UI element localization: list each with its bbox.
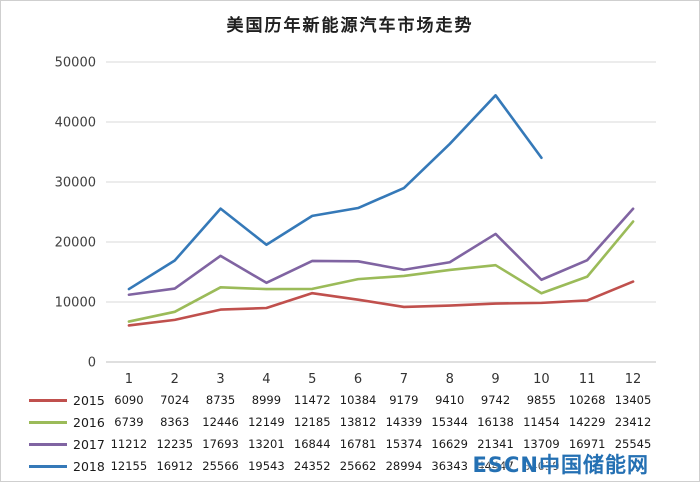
table-value-cell: 17693	[202, 437, 239, 451]
x-axis-label: 12	[624, 371, 642, 387]
table-value-cell: 15374	[385, 437, 423, 451]
table-value-cell: 10384	[339, 393, 377, 407]
table-row-2017: 2017 11212 12235 17693 13201 16844 16781 15374 1…	[1, 433, 699, 455]
legend-cell-2016: 2016	[1, 415, 106, 430]
table-value-cell: 6739	[114, 415, 144, 429]
legend-cell-2017: 2017	[1, 437, 106, 452]
table-row-2016: 2016 6739 8363 12446 12149 12185 13812 14339 153…	[1, 411, 699, 433]
table-value-cell: 11212	[110, 437, 148, 451]
table-value-cell: 12446	[202, 415, 239, 429]
table-value-cell: 9179	[389, 393, 419, 407]
table-value-cell: 16781	[339, 437, 377, 451]
table-value-cell: 12149	[248, 415, 285, 429]
x-axis-label: 5	[308, 371, 317, 387]
legend-line-swatch	[29, 420, 67, 424]
x-axis-label: 1	[124, 371, 134, 387]
table-value-cell: 8735	[205, 393, 236, 407]
table-value-cell: 16971	[568, 437, 606, 451]
x-axis-label: 3	[216, 371, 225, 387]
table-value-cell: 14229	[568, 415, 606, 429]
series-year-label: 2018	[73, 458, 105, 474]
table-value-cell: 12155	[110, 459, 148, 473]
table-value-cell: 13709	[523, 437, 560, 451]
data-table: 1 2 3 4 5 6 7 8 9 10 11 12 2015 6090 7024 8735 8999 11472…	[1, 369, 699, 477]
table-value-cell: 13405	[614, 393, 652, 407]
series-line-2017	[127, 207, 635, 297]
series-line-2016	[127, 220, 635, 323]
series-year-label: 2015	[73, 392, 105, 408]
series-line-2015	[127, 280, 635, 327]
table-value-cell: 19543	[248, 459, 285, 473]
legend-line-swatch	[29, 464, 67, 468]
table-value-cell: 14339	[385, 415, 423, 429]
table-value-cell: 6090	[114, 393, 144, 407]
y-axis-label: 10000	[55, 296, 96, 311]
table-value-cell: 8999	[251, 393, 282, 407]
table-value-cell: 36343	[431, 459, 468, 473]
x-axis-label: 2	[170, 371, 179, 387]
x-axis-label: 4	[262, 371, 271, 387]
table-value-cell: 24352	[293, 459, 331, 473]
table-value-cell: 25566	[202, 459, 239, 473]
x-axis-label: 7	[399, 371, 409, 387]
table-value-cell: 7024	[160, 393, 190, 407]
table-value-cell: 44447	[477, 459, 514, 473]
table-value-cell: 16629	[431, 437, 468, 451]
x-axis-labels-row: 1 2 3 4 5 6 7 8 9 10 11 12	[1, 369, 699, 389]
legend-cell-2018: 2018	[1, 459, 106, 474]
table-value-cell: 13201	[248, 437, 285, 451]
table-value-cell: 28994	[385, 459, 423, 473]
table-value-cell: 11472	[293, 393, 331, 407]
chart-svg: 0 10000 20000 30000 40000 50000	[55, 56, 656, 370]
table-value-cell: 16138	[477, 415, 514, 429]
chart-title: 美国历年新能源汽车市场走势	[226, 16, 474, 36]
table-value-cell: 25545	[614, 437, 652, 451]
y-axis-label: 40000	[55, 116, 96, 131]
table-value-cell: 34039	[523, 459, 560, 473]
table-value-cell: 10268	[568, 393, 606, 407]
legend-line-swatch	[29, 398, 67, 402]
table-value-cell: 9742	[480, 393, 511, 407]
legend-line-swatch	[29, 442, 67, 446]
x-axis-label: 6	[353, 371, 363, 387]
x-axis-label: 11	[578, 371, 596, 387]
series-year-label: 2017	[73, 436, 105, 452]
table-value-cell: 15344	[431, 415, 468, 429]
x-axis-label: 9	[491, 371, 500, 387]
y-axis-label: 20000	[55, 236, 96, 251]
series-year-label: 2016	[73, 414, 105, 430]
series-line-2018	[127, 94, 543, 291]
table-value-cell: 12235	[156, 437, 194, 451]
table-value-cell: 25662	[339, 459, 377, 473]
legend-cell-2015: 2015	[1, 393, 106, 408]
x-axis-label: 8	[445, 371, 454, 387]
y-axis-label: 50000	[55, 56, 96, 71]
table-row-2015: 2015 6090 7024 8735 8999 11472 10384 9179 9410 97…	[1, 389, 699, 411]
table-value-cell: 16912	[156, 459, 194, 473]
table-value-cell: 21341	[477, 437, 514, 451]
table-value-cell: 8363	[160, 415, 190, 429]
table-value-cell: 12185	[293, 415, 331, 429]
table-row-2018: 2018 12155 16912 25566 19543 24352 25662 28994 3…	[1, 455, 699, 477]
table-value-cell: 11454	[523, 415, 560, 429]
table-value-cell: 13812	[339, 415, 377, 429]
x-axis-label: 10	[533, 371, 550, 387]
table-value-cell: 9855	[526, 393, 556, 407]
y-axis-label: 0	[88, 356, 96, 370]
y-axis-label: 30000	[55, 176, 96, 191]
table-value-cell: 23412	[614, 415, 652, 429]
table-value-cell: 16844	[293, 437, 331, 451]
table-value-cell: 9410	[435, 393, 465, 407]
